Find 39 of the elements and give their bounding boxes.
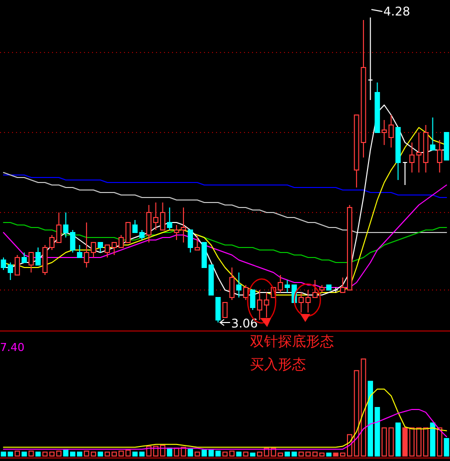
bar bbox=[360, 358, 366, 456]
bar bbox=[22, 452, 27, 456]
candlestick bbox=[174, 224, 180, 240]
candlestick bbox=[436, 140, 442, 173]
bar bbox=[132, 452, 138, 456]
bar bbox=[444, 438, 450, 456]
bar bbox=[222, 452, 228, 456]
annotation: 4.28 bbox=[383, 4, 410, 18]
bar bbox=[430, 422, 436, 456]
bar bbox=[229, 450, 235, 456]
annotation: 3.06 bbox=[231, 316, 258, 330]
text: 双针探底形态 bbox=[250, 334, 334, 350]
bar bbox=[395, 422, 401, 456]
bar bbox=[188, 448, 194, 456]
candlestick bbox=[360, 20, 366, 158]
bar bbox=[42, 452, 48, 456]
bar bbox=[35, 452, 41, 456]
candlestick bbox=[84, 222, 90, 268]
bar bbox=[90, 452, 96, 456]
bar bbox=[236, 452, 242, 456]
bar bbox=[98, 452, 104, 456]
bar bbox=[28, 450, 34, 456]
bar bbox=[14, 450, 20, 456]
bar bbox=[326, 452, 332, 456]
bar bbox=[194, 452, 200, 456]
candlestick bbox=[368, 17, 374, 100]
bar bbox=[84, 450, 90, 456]
bar bbox=[402, 427, 408, 456]
bar bbox=[312, 452, 318, 456]
text: 7.40 bbox=[0, 341, 24, 354]
bar bbox=[436, 427, 442, 456]
candlestick bbox=[236, 272, 242, 298]
candlestick bbox=[180, 207, 186, 243]
annotation: 买入形态 bbox=[250, 357, 306, 373]
bar bbox=[250, 452, 256, 456]
bar bbox=[166, 448, 172, 456]
bar bbox=[319, 452, 325, 456]
bar bbox=[139, 452, 145, 456]
bar bbox=[243, 452, 248, 456]
